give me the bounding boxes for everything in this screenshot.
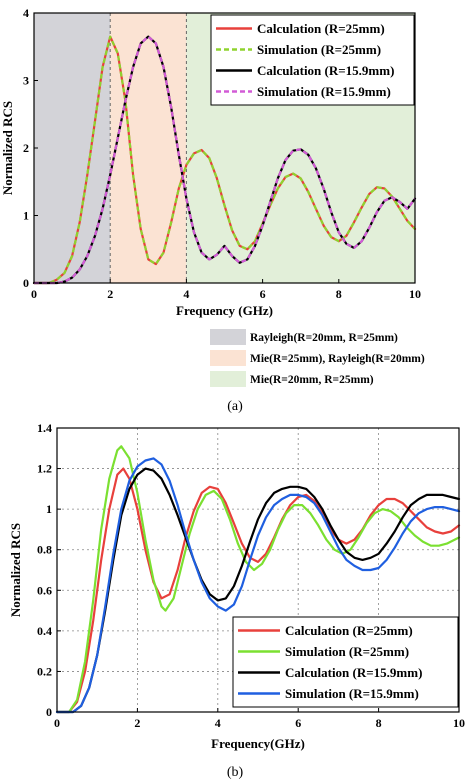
region-legend: Rayleigh(R=20mm, R=25mm) Mie(R=25mm), Ray… xyxy=(210,329,425,387)
legend-entry-0: Calculation (R=25mm) xyxy=(285,623,413,638)
legend-box xyxy=(232,616,459,708)
figure-caption: (a) xyxy=(227,399,243,414)
y-tick-label-0: 0 xyxy=(46,705,52,719)
figure-caption: (b) xyxy=(227,765,244,780)
region-legend-label-0: Rayleigh(R=20mm, R=25mm) xyxy=(250,332,398,344)
y-tick-label-5: 1 xyxy=(46,502,52,516)
legend-entry-3: Simulation (R=15.9mm) xyxy=(257,84,391,99)
region-swatch-2 xyxy=(210,371,246,387)
legend-box xyxy=(210,14,415,106)
y-tick-label-1: 1 xyxy=(23,209,29,223)
series-line-1 xyxy=(34,35,416,285)
x-tick-label-3: 6 xyxy=(260,287,266,301)
legend: Calculation (R=25mm) Simulation (R=25mm) C… xyxy=(210,14,415,106)
legend-entry-0: Calculation (R=25mm) xyxy=(257,21,385,36)
y-tick-label-0: 0 xyxy=(23,276,29,290)
x-tick-label-5: 10 xyxy=(409,287,421,301)
series-line-3 xyxy=(34,35,416,285)
x-tick-label-5: 10 xyxy=(453,716,465,730)
series-line-0 xyxy=(55,467,461,714)
y-tick-label-1: 0.2 xyxy=(37,664,52,678)
y-axis-label: Normalized RCS xyxy=(0,101,15,195)
legend-entry-2: Calculation (R=15.9mm) xyxy=(257,63,394,78)
y-tick-label-4: 4 xyxy=(23,6,29,20)
y-tick-label-3: 3 xyxy=(23,74,29,88)
x-tick-label-0: 0 xyxy=(31,287,37,301)
legend-entry-1: Simulation (R=25mm) xyxy=(285,644,409,659)
x-tick-label-0: 0 xyxy=(54,716,60,730)
x-axis-label: Frequency (GHz) xyxy=(176,303,273,318)
legend-entry-3: Simulation (R=15.9mm) xyxy=(285,686,419,701)
legend-entry-2: Calculation (R=15.9mm) xyxy=(285,665,422,680)
x-tick-label-4: 8 xyxy=(376,716,382,730)
y-axis-label: Normalized RCS xyxy=(8,523,23,617)
region-band-0 xyxy=(34,13,111,283)
x-tick-label-3: 6 xyxy=(295,716,301,730)
y-tick-label-3: 0.6 xyxy=(37,583,52,597)
y-tick-label-2: 2 xyxy=(23,141,29,155)
x-tick-label-2: 4 xyxy=(183,287,189,301)
y-tick-label-4: 0.8 xyxy=(37,543,52,557)
x-tick-label-1: 2 xyxy=(107,287,113,301)
region-legend-label-2: Mie(R=20mm, R=25mm) xyxy=(250,374,374,386)
region-swatch-1 xyxy=(210,350,246,366)
region-legend-label-1: Mie(R=25mm), Rayleigh(R=20mm) xyxy=(250,353,425,365)
series-line-2 xyxy=(55,467,461,714)
axes-frame xyxy=(56,427,460,713)
x-tick-label-2: 4 xyxy=(215,716,221,730)
series-line-1 xyxy=(55,445,461,714)
x-tick-label-4: 8 xyxy=(336,287,342,301)
legend-entry-1: Simulation (R=25mm) xyxy=(257,42,381,57)
y-tick-label-7: 1.4 xyxy=(37,421,52,435)
y-tick-label-6: 1.2 xyxy=(37,462,52,476)
series-line-3 xyxy=(55,457,461,714)
chart-b: 0 2 4 6 8 10 0 0.2 0.4 0.6 0.8 1 1.2 1.4 Frequency(GHz… xyxy=(8,421,465,780)
y-tick-label-2: 0.4 xyxy=(37,624,52,638)
x-axis-label: Frequency(GHz) xyxy=(211,736,305,751)
region-swatch-0 xyxy=(210,329,246,345)
chart-a: 0 2 4 6 8 10 0 1 2 3 4 Frequency (GHz) Normalized RC… xyxy=(0,6,425,414)
legend: Calculation (R=25mm) Simulation (R=25mm) C… xyxy=(232,616,459,708)
x-tick-label-1: 2 xyxy=(134,716,140,730)
region-band-1 xyxy=(110,13,187,283)
